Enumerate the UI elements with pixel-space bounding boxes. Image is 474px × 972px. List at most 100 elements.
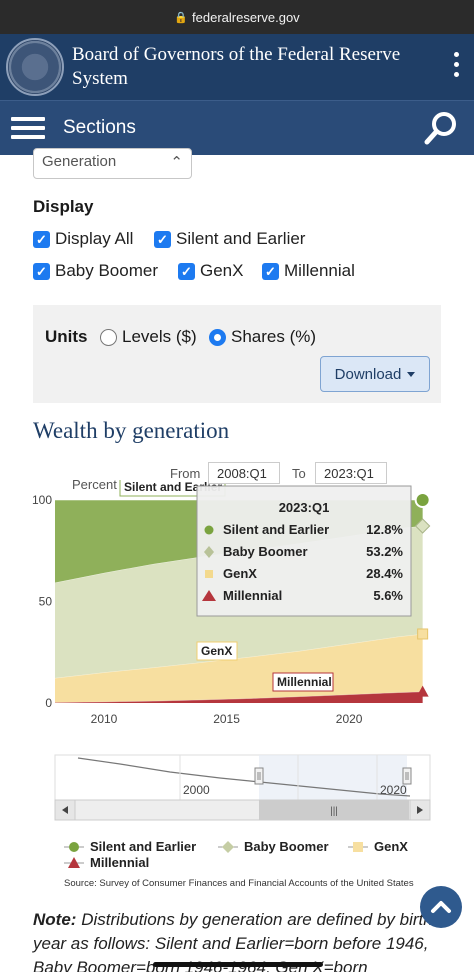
baby-boomer-marker[interactable] <box>414 518 431 534</box>
handle-body <box>254 767 264 785</box>
chart-source: Source: Survey of Consumer Finances and … <box>64 878 414 889</box>
annotation-box <box>272 672 334 692</box>
sections-bar: Sections <box>0 100 474 155</box>
chart-tooltip: 2023:Q1 Silent and Earlier 12.8% Baby Boome… <box>196 485 412 617</box>
navigator-handle[interactable] <box>254 767 264 785</box>
y-tick-label: 0 <box>45 696 52 710</box>
chart-title: Wealth by generation <box>33 418 230 443</box>
millennial-marker-icon <box>202 590 216 601</box>
download-button[interactable]: Download <box>320 356 430 392</box>
silent-and-earlier-marker[interactable] <box>414 492 431 508</box>
legend-diamond-icon <box>222 841 234 853</box>
browser-url-bar[interactable]: 🔒 federalreserve.gov <box>0 0 474 34</box>
units-label: Units <box>45 327 88 346</box>
radio-levels[interactable]: Levels ($) <box>100 327 197 347</box>
y-tick-label: 50 <box>39 595 53 609</box>
legend-label: Millennial <box>90 855 149 870</box>
tooltip-row-value: 28.4% <box>366 566 403 581</box>
legend-item[interactable]: Millennial <box>64 855 149 870</box>
more-menu-icon[interactable] <box>454 52 460 82</box>
scrollbar-grip-icon: ||| <box>330 806 338 817</box>
navigator-line <box>77 757 411 797</box>
chevron-updown-icon: ⌃ <box>170 154 183 171</box>
tooltip-row-value: 12.8% <box>366 522 403 537</box>
from-label: From <box>170 466 201 481</box>
radio-label: Shares (%) <box>231 327 317 346</box>
checkbox-genx[interactable]: ✓ GenX <box>178 261 243 281</box>
legend-label: GenX <box>374 839 408 854</box>
checkbox-checked-icon[interactable]: ✓ <box>33 230 50 248</box>
legend-item[interactable]: GenX <box>348 839 408 854</box>
navigator-handle[interactable] <box>402 767 412 785</box>
legend-item[interactable]: Baby Boomer <box>218 839 329 854</box>
navigator-label: 2020 <box>380 783 407 797</box>
navigator-scrollbar[interactable]: ||| <box>54 799 431 821</box>
checkbox-label: Silent and Earlier <box>176 229 306 248</box>
radio-shares[interactable]: Shares (%) <box>209 327 316 347</box>
federal-reserve-seal-logo[interactable] <box>6 38 64 96</box>
checkbox-millennial[interactable]: ✓ Millennial <box>262 261 355 281</box>
scrollbar-thumb[interactable] <box>259 800 409 820</box>
x-tick-label: 2015 <box>213 712 240 726</box>
generation-select[interactable]: Generation ⌃ <box>33 148 192 179</box>
annotation-genx[interactable]: GenX <box>196 641 238 661</box>
checkbox-label: Display All <box>55 229 134 248</box>
checkbox-label: Baby Boomer <box>55 261 158 280</box>
home-indicator <box>153 962 323 967</box>
checkbox-display-all[interactable]: ✓ Display All <box>33 229 133 249</box>
tooltip-row-label: Silent and Earlier <box>223 522 329 537</box>
legend-label: Baby Boomer <box>244 839 329 854</box>
wealth-chart[interactable]: Percent 100 50 0 2010 2015 2020 Silent and Earl… <box>0 480 474 890</box>
tooltip-row-label: GenX <box>223 566 257 581</box>
note-label: Note: <box>33 910 77 929</box>
checkbox-checked-icon[interactable]: ✓ <box>33 262 50 280</box>
caret-down-icon <box>407 371 416 377</box>
area-millennial[interactable] <box>55 691 423 703</box>
generation-select-value: Generation <box>42 153 117 170</box>
lock-icon: 🔒 <box>174 11 189 24</box>
x-tick-label: 2020 <box>336 712 363 726</box>
checkbox-silent-and-earlier[interactable]: ✓ Silent and Earlier <box>154 229 305 249</box>
boomer-marker-icon <box>204 546 214 558</box>
genx-marker[interactable] <box>417 628 429 640</box>
checkbox-checked-icon[interactable]: ✓ <box>154 230 171 248</box>
arrow-right-icon <box>417 806 423 814</box>
legend-triangle-icon <box>68 857 80 868</box>
checkbox-baby-boomer[interactable]: ✓ Baby Boomer <box>33 261 158 281</box>
chevron-up-icon <box>431 901 451 913</box>
arrow-left-icon <box>62 806 68 814</box>
to-date-input[interactable]: 2023:Q1 <box>315 462 387 484</box>
x-tick-label: 2010 <box>91 712 118 726</box>
checkbox-checked-icon[interactable]: ✓ <box>178 262 195 280</box>
from-date-input[interactable]: 2008:Q1 <box>208 462 280 484</box>
tooltip-row-label: Millennial <box>223 588 282 603</box>
to-label: To <box>292 466 306 481</box>
y-tick-label: 100 <box>32 493 52 507</box>
checkbox-label: Millennial <box>284 261 355 280</box>
download-label: Download <box>334 365 402 383</box>
navigator-label: 2000 <box>183 783 210 797</box>
search-icon[interactable] <box>424 110 460 146</box>
genx-marker-icon <box>205 570 213 578</box>
site-header: Board of Governors of the Federal Reserv… <box>0 34 474 100</box>
display-heading: Display <box>33 197 94 216</box>
chart-legend[interactable]: Silent and Earlier Baby Boomer GenX Millenn… <box>64 839 408 870</box>
radio-selected-icon[interactable] <box>209 328 226 346</box>
checkbox-checked-icon[interactable]: ✓ <box>262 262 279 280</box>
handle-body <box>402 767 412 785</box>
silent-marker-icon <box>204 525 214 535</box>
legend-item[interactable]: Silent and Earlier <box>64 839 196 854</box>
range-navigator[interactable]: 2000 2020 <box>54 754 431 801</box>
radio-unselected-icon[interactable] <box>100 328 117 346</box>
millennial-marker[interactable] <box>416 685 429 697</box>
site-title[interactable]: Board of Governors of the Federal Reserv… <box>72 44 401 89</box>
hamburger-menu-icon[interactable] <box>11 112 45 144</box>
tooltip-row-label: Baby Boomer <box>223 544 308 559</box>
sections-label[interactable]: Sections <box>63 117 136 138</box>
navigator-selected-range[interactable] <box>259 755 407 800</box>
legend-square-icon <box>353 842 363 852</box>
tooltip-box <box>196 485 412 617</box>
back-to-top-button[interactable] <box>420 886 462 928</box>
tooltip-row-value: 5.6% <box>373 588 403 603</box>
annotation-millennial[interactable]: Millennial <box>272 672 334 692</box>
